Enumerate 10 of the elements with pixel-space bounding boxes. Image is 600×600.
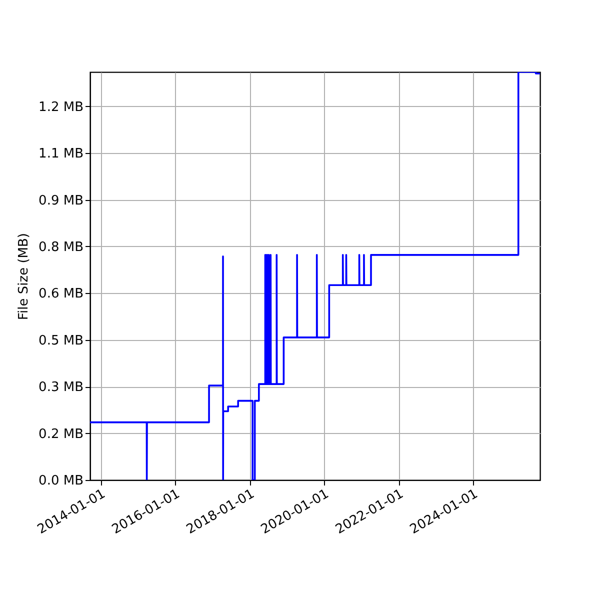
y-tick-label: 0.5 MB	[38, 333, 84, 348]
y-tick-label: 0.9 MB	[38, 193, 84, 208]
y-tick-label: 0.8 MB	[38, 240, 84, 255]
y-tick-label: 1.1 MB	[38, 146, 84, 162]
y-tick-label: 0.3 MB	[38, 380, 84, 396]
y-tick-label: 0.6 MB	[38, 286, 84, 302]
y-tick-label: 1.2 MB	[38, 100, 84, 115]
y-tick-label: 0.0 MB	[38, 474, 84, 488]
y-axis-title: File Size (MB)	[16, 233, 32, 320]
y-tick-label: 0.2 MB	[38, 426, 84, 442]
